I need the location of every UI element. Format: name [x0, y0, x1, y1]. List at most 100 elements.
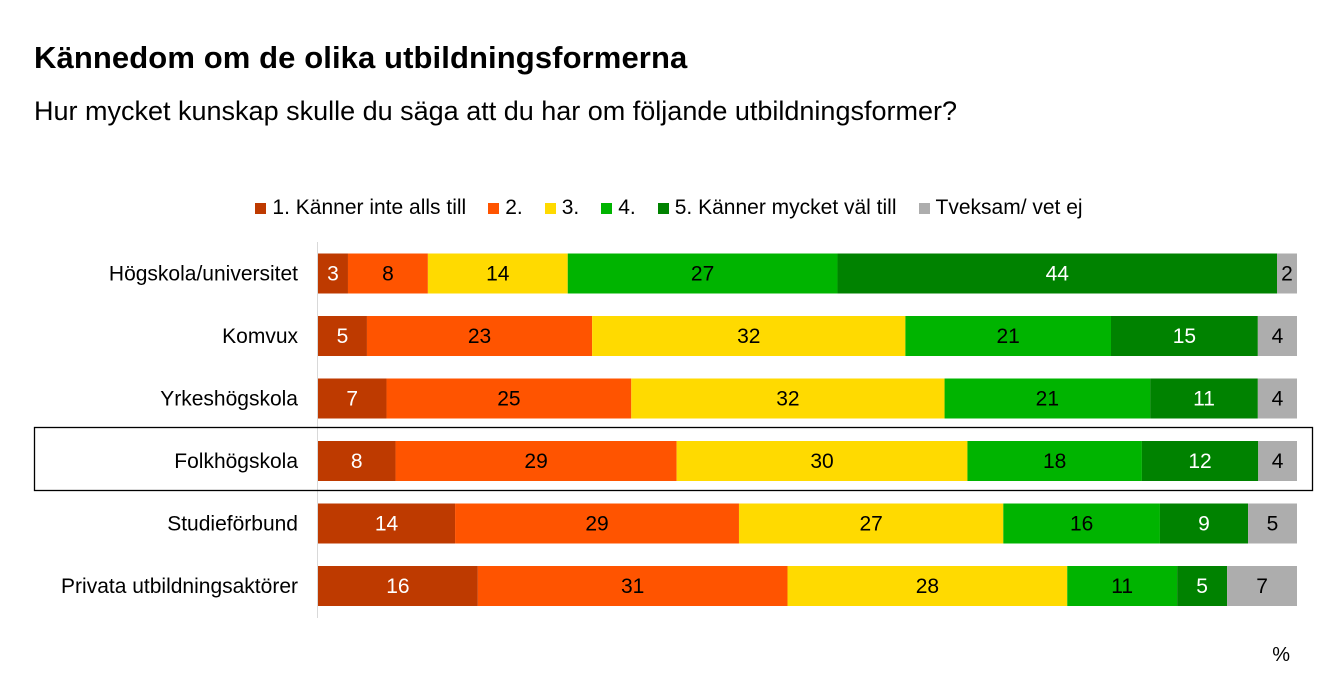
unit-label: %	[1272, 644, 1290, 666]
bar-segment-studief-rbund-s5	[1159, 503, 1249, 544]
data-label-komvux-s4: 21	[997, 325, 1020, 348]
chart-subtitle: Hur mycket kunskap skulle du säga att du…	[34, 96, 957, 126]
bar-segment-h-gskola-universitet-s1	[318, 253, 348, 294]
legend-swatch	[918, 202, 930, 214]
data-label-yrkesh-gskola-s3: 32	[776, 388, 799, 411]
bar-segment-yrkesh-gskola-s6	[1257, 378, 1297, 419]
bar-segment-studief-rbund-s4	[1003, 503, 1160, 544]
chart-legend: 1. Känner inte alls till 2. 3. 4. 5. Känner …	[0, 196, 1338, 220]
bar-segment-studief-rbund-s1	[318, 503, 456, 544]
bar-segment-privata-utbildningsakt-rer-s6	[1227, 566, 1297, 606]
legend-label: 5. Känner mycket väl till	[674, 196, 897, 219]
bar-segment-komvux-s4	[905, 316, 1111, 356]
data-label-yrkesh-gskola-s2: 25	[497, 388, 520, 411]
bar-segment-h-gskola-universitet-s6	[1277, 253, 1297, 294]
bar-segment-yrkesh-gskola-s3	[631, 378, 945, 419]
bar-segment-folkh-gskola-s3	[676, 441, 968, 481]
bar-segment-folkh-gskola-s6	[1258, 441, 1297, 481]
bar-segment-folkh-gskola-s4	[967, 441, 1142, 481]
data-label-privata-utbildningsakt-rer-s1: 16	[386, 575, 409, 598]
bar-segment-studief-rbund-s2	[455, 503, 739, 544]
data-label-h-gskola-universitet-s2: 8	[382, 263, 394, 286]
data-label-h-gskola-universitet-s5: 44	[1046, 263, 1070, 286]
data-label-privata-utbildningsakt-rer-s6: 7	[1256, 575, 1268, 598]
legend-item-4: 4.	[601, 196, 636, 220]
data-label-h-gskola-universitet-s3: 14	[486, 263, 510, 286]
legend-item-5: 5. Känner mycket väl till	[657, 196, 897, 220]
data-label-studief-rbund-s4: 16	[1070, 513, 1093, 536]
data-label-yrkesh-gskola-s5: 11	[1193, 388, 1215, 411]
category-label-yrkesh-gskola: Yrkeshögskola	[160, 388, 298, 411]
bar-segment-h-gskola-universitet-s4	[567, 253, 838, 294]
bar-segment-folkh-gskola-s1	[318, 441, 396, 481]
bar-segment-yrkesh-gskola-s1	[318, 378, 387, 419]
bar-segment-h-gskola-universitet-s5	[837, 253, 1278, 294]
bar-segment-privata-utbildningsakt-rer-s2	[477, 566, 788, 606]
category-label-studief-rbund: Studieförbund	[167, 513, 298, 536]
data-label-privata-utbildningsakt-rer-s5: 5	[1196, 575, 1208, 598]
legend-swatch	[255, 202, 267, 214]
data-label-studief-rbund-s3: 27	[859, 513, 882, 536]
data-label-folkh-gskola-s6: 4	[1272, 450, 1284, 473]
data-label-komvux-s1: 5	[337, 325, 349, 348]
bar-segment-komvux-s3	[592, 316, 906, 356]
bar-segment-h-gskola-universitet-s3	[427, 253, 568, 294]
data-label-komvux-s6: 4	[1272, 325, 1284, 348]
bar-segment-privata-utbildningsakt-rer-s1	[318, 566, 478, 606]
data-label-privata-utbildningsakt-rer-s3: 28	[916, 575, 939, 598]
bar-segment-studief-rbund-s3	[738, 503, 1004, 544]
data-label-folkh-gskola-s5: 12	[1188, 450, 1211, 473]
category-label-privata-utbildningsakt-rer: Privata utbildningsaktörer	[61, 575, 298, 598]
bar-segment-yrkesh-gskola-s4	[944, 378, 1151, 419]
legend-swatch	[657, 202, 669, 214]
legend-label: 1. Känner inte alls till	[272, 196, 467, 219]
data-label-komvux-s5: 15	[1173, 325, 1196, 348]
data-label-folkh-gskola-s2: 29	[524, 450, 547, 473]
category-label-komvux: Komvux	[222, 325, 298, 348]
legend-item-3: 3.	[544, 196, 580, 220]
legend-item-2: 2.	[488, 196, 523, 220]
bar-segment-privata-utbildningsakt-rer-s5	[1177, 566, 1228, 606]
data-label-yrkesh-gskola-s1: 7	[346, 388, 358, 411]
bar-segment-studief-rbund-s6	[1248, 503, 1297, 544]
bar-segment-komvux-s6	[1257, 316, 1297, 356]
legend-swatch	[601, 202, 613, 214]
data-label-yrkesh-gskola-s4: 21	[1036, 388, 1059, 411]
data-label-h-gskola-universitet-s6: 2	[1281, 263, 1293, 286]
legend-label: 2.	[505, 196, 523, 219]
legend-label: 3.	[561, 196, 580, 219]
bar-segment-yrkesh-gskola-s5	[1150, 378, 1258, 419]
data-label-studief-rbund-s6: 5	[1267, 513, 1279, 536]
bar-segment-privata-utbildningsakt-rer-s4	[1067, 566, 1178, 606]
data-label-folkh-gskola-s3: 30	[810, 450, 833, 473]
data-label-komvux-s3: 32	[737, 325, 760, 348]
category-label-folkh-gskola: Folkhögskola	[174, 450, 298, 473]
bar-segment-komvux-s2	[366, 316, 593, 356]
data-label-folkh-gskola-s1: 8	[351, 450, 363, 473]
data-label-privata-utbildningsakt-rer-s2: 31	[621, 575, 644, 598]
legend-swatch	[544, 202, 556, 214]
data-label-studief-rbund-s5: 9	[1198, 513, 1210, 536]
data-label-komvux-s2: 23	[468, 325, 491, 348]
bar-segment-folkh-gskola-s2	[395, 441, 677, 481]
data-label-folkh-gskola-s4: 18	[1043, 450, 1066, 473]
highlight-box-folkh-gskola	[33, 426, 1314, 492]
bar-segment-h-gskola-universitet-s2	[347, 253, 428, 294]
data-label-privata-utbildningsakt-rer-s4: 11	[1111, 575, 1133, 598]
bar-segment-yrkesh-gskola-s2	[386, 378, 632, 419]
bar-segment-folkh-gskola-s5	[1141, 441, 1259, 481]
data-label-studief-rbund-s1: 14	[375, 513, 399, 536]
data-label-yrkesh-gskola-s6: 4	[1272, 388, 1284, 411]
chart-title: Kännedom om de olika utbildningsformerna	[34, 40, 688, 75]
data-label-h-gskola-universitet-s4: 27	[691, 263, 714, 286]
bar-segment-privata-utbildningsakt-rer-s3	[787, 566, 1068, 606]
legend-label: Tveksam/ vet ej	[935, 196, 1083, 219]
data-label-h-gskola-universitet-s1: 3	[327, 263, 339, 286]
legend-item-1: 1. Känner inte alls till	[255, 196, 466, 220]
legend-item-6: Tveksam/ vet ej	[918, 196, 1083, 220]
data-label-studief-rbund-s2: 29	[585, 513, 608, 536]
category-label-h-gskola-universitet: Högskola/universitet	[109, 263, 298, 286]
bar-segment-komvux-s5	[1110, 316, 1258, 356]
bar-segment-komvux-s1	[318, 316, 367, 356]
